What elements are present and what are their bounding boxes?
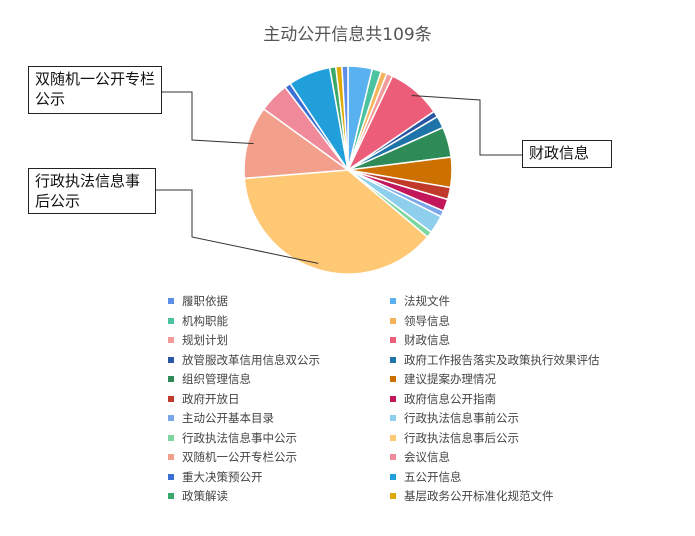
legend-label: 财政信息	[404, 333, 450, 347]
legend-swatch	[168, 356, 174, 363]
legend-item[interactable]: 会议信息	[390, 448, 450, 466]
legend-item[interactable]: 五公开信息	[390, 468, 462, 486]
legend-label: 会议信息	[404, 450, 450, 464]
legend-swatch	[390, 298, 396, 304]
legend-swatch	[168, 415, 174, 421]
legend-swatch	[390, 434, 396, 441]
pie-slice-15	[243, 107, 351, 180]
legend-swatch	[168, 454, 174, 460]
legend-label: 基层政务公开标准化规范文件	[404, 489, 554, 503]
legend-label: 机构职能	[182, 313, 228, 328]
legend-label: 行政执法信息事后公示	[404, 430, 519, 445]
legend-label: 主动公开基本目录	[182, 411, 274, 425]
legend-swatch	[168, 317, 174, 324]
legend-label: 领导信息	[404, 313, 450, 328]
callout-xingzheng-shihou: 行政执法信息事后公示	[28, 168, 156, 214]
legend-swatch	[168, 376, 174, 382]
legend-swatch	[168, 395, 174, 402]
chart-title: 主动公开信息共109条	[263, 25, 432, 45]
legend-label: 法规文件	[404, 294, 450, 308]
legend-item[interactable]: 行政执法信息事后公示	[390, 429, 519, 447]
pie-slice-21	[341, 65, 349, 171]
legend-swatch	[390, 395, 396, 402]
callout-shuangsuiji: 双随机一公开专栏公示	[28, 66, 162, 114]
legend-swatch	[168, 493, 174, 499]
legend-label: 组织管理信息	[182, 372, 251, 386]
legend-item[interactable]: 重大决策预公开	[168, 468, 263, 486]
pie-slice-14	[243, 169, 429, 275]
legend-label: 行政执法信息事中公示	[182, 430, 297, 445]
legend-label: 政府工作报告落实及政策执行效果评估	[404, 352, 600, 367]
legend-label: 行政执法信息事前公示	[404, 411, 519, 425]
legend-item[interactable]: 政策解读	[168, 487, 228, 505]
legend-item[interactable]: 主动公开基本目录	[168, 409, 274, 427]
legend-swatch	[390, 376, 396, 382]
legend-label: 履职依据	[182, 294, 228, 308]
legend-item[interactable]: 财政信息	[390, 331, 450, 349]
legend-label: 双随机一公开专栏公示	[182, 450, 297, 464]
legend-swatch	[168, 298, 174, 304]
legend-item[interactable]: 政府信息公开指南	[390, 390, 496, 408]
legend-item[interactable]: 政府工作报告落实及政策执行效果评估	[390, 351, 600, 369]
legend-label: 重大决策预公开	[182, 469, 263, 484]
legend-label: 政府开放日	[182, 391, 240, 406]
leader-line-xingzheng-shihou	[156, 189, 319, 264]
legend-item[interactable]: 行政执法信息事中公示	[168, 429, 297, 447]
legend-swatch	[168, 337, 174, 343]
legend-swatch	[390, 493, 396, 499]
legend-item[interactable]: 组织管理信息	[168, 370, 251, 388]
legend-item[interactable]: 双随机一公开专栏公示	[168, 448, 297, 466]
legend-label: 政府信息公开指南	[404, 391, 496, 406]
legend-swatch	[390, 473, 396, 480]
legend-item[interactable]: 履职依据	[168, 292, 228, 310]
legend-item[interactable]: 政府开放日	[168, 390, 240, 408]
callout-caizheng: 财政信息	[522, 140, 612, 168]
legend-item[interactable]: 法规文件	[390, 292, 450, 310]
legend-item[interactable]: 机构职能	[168, 312, 228, 330]
legend-label: 建议提案办理情况	[404, 372, 496, 386]
legend-label: 五公开信息	[404, 469, 462, 484]
legend-item[interactable]: 领导信息	[390, 312, 450, 330]
legend-swatch	[390, 356, 396, 363]
legend-swatch	[390, 337, 396, 343]
legend-swatch	[390, 317, 396, 324]
legend-item[interactable]: 放管服改革信用信息双公示	[168, 351, 320, 369]
legend-label: 放管服改革信用信息双公示	[182, 352, 320, 367]
leader-line-caizheng	[411, 95, 522, 156]
legend-label: 政策解读	[182, 489, 228, 503]
leader-line-shuangsuiji	[162, 91, 254, 145]
legend-item[interactable]: 基层政务公开标准化规范文件	[390, 487, 554, 505]
legend-item[interactable]: 建议提案办理情况	[390, 370, 496, 388]
legend-item[interactable]: 行政执法信息事前公示	[390, 409, 519, 427]
legend-label: 规划计划	[182, 333, 228, 347]
legend-swatch	[390, 454, 396, 460]
legend-swatch	[168, 473, 174, 480]
legend-swatch	[390, 415, 396, 421]
legend-swatch	[168, 434, 174, 441]
legend-item[interactable]: 规划计划	[168, 331, 228, 349]
